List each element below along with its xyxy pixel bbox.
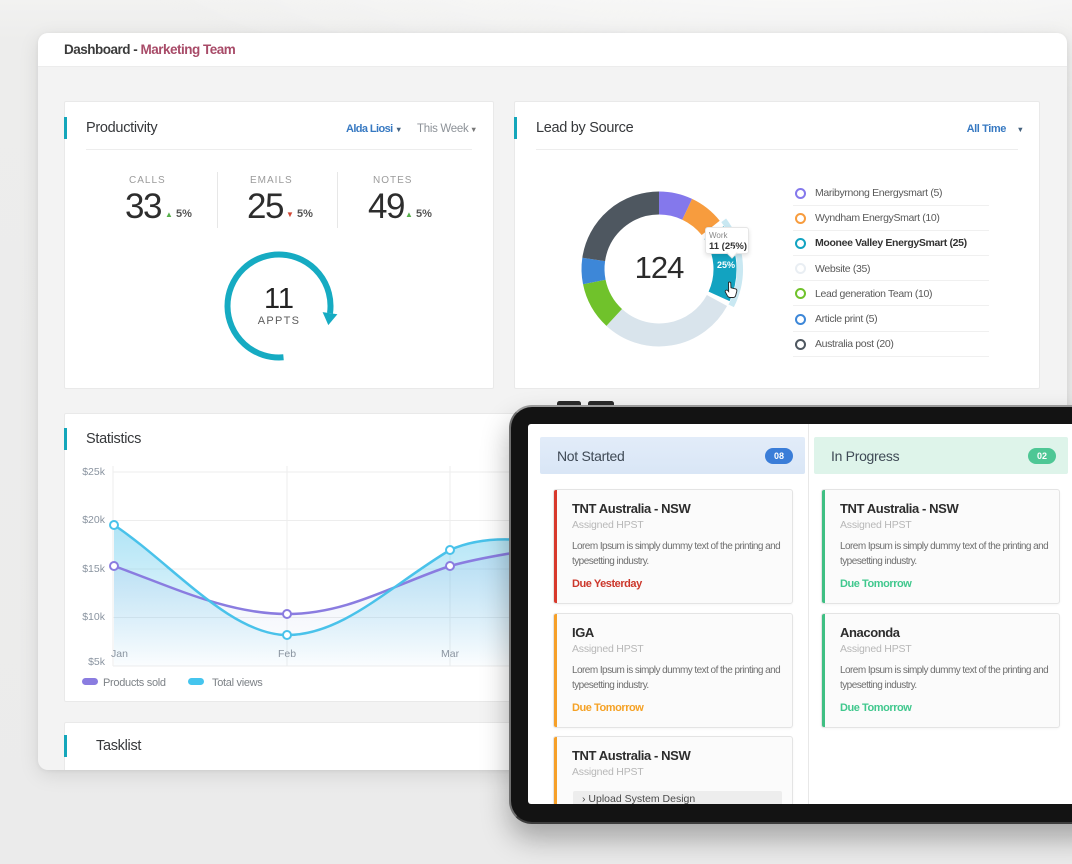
svg-text:Jan: Jan bbox=[111, 648, 128, 660]
svg-text:Products sold: Products sold bbox=[103, 677, 166, 689]
svg-text:$25k: $25k bbox=[82, 466, 106, 478]
svg-text:$5k: $5k bbox=[88, 656, 106, 668]
svg-text:Total views: Total views bbox=[212, 677, 263, 689]
svg-text:Feb: Feb bbox=[278, 648, 296, 660]
svg-text:$15k: $15k bbox=[82, 563, 106, 575]
svg-text:$20k: $20k bbox=[82, 514, 106, 526]
svg-text:$10k: $10k bbox=[82, 611, 106, 623]
svg-text:Mar: Mar bbox=[441, 648, 460, 660]
